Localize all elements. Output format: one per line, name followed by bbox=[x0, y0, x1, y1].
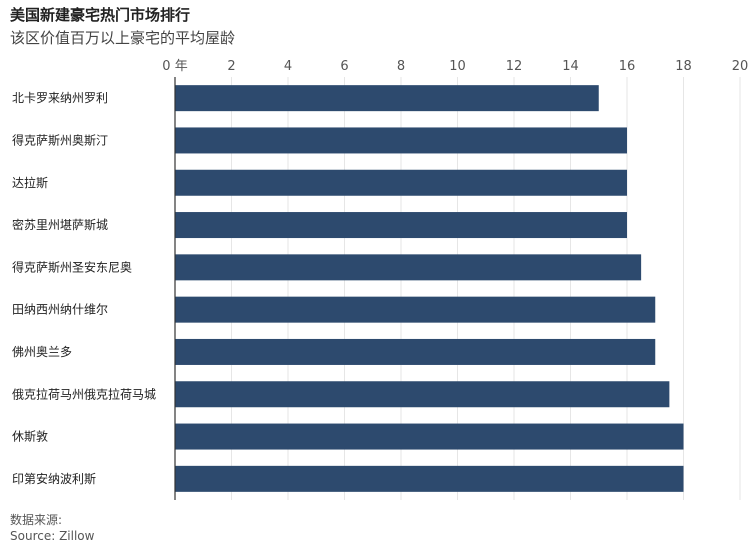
category-label: 佛州奥兰多 bbox=[12, 345, 72, 359]
source-label-cn: 数据来源: bbox=[10, 513, 63, 527]
bar bbox=[175, 465, 684, 492]
x-tick-label: 10 bbox=[449, 59, 466, 74]
x-tick-label: 14 bbox=[562, 59, 579, 74]
bar bbox=[175, 296, 656, 323]
bar bbox=[175, 423, 684, 450]
x-tick-label: 8 bbox=[397, 59, 405, 74]
bar bbox=[175, 254, 642, 281]
chart-title: 美国新建豪宅热门市场排行 bbox=[10, 6, 191, 24]
x-tick-label: 4 bbox=[284, 59, 292, 74]
bar bbox=[175, 127, 627, 154]
category-label: 北卡罗来纳州罗利 bbox=[12, 91, 108, 105]
category-label: 达拉斯 bbox=[12, 175, 48, 190]
bar bbox=[175, 169, 627, 196]
x-tick-label: 16 bbox=[619, 59, 636, 74]
x-tick-label: 0 年 bbox=[162, 59, 187, 74]
category-label: 得克萨斯州圣安东尼奥 bbox=[12, 259, 132, 274]
category-label: 得克萨斯州奥斯汀 bbox=[12, 132, 108, 147]
category-label: 印第安纳波利斯 bbox=[12, 471, 96, 486]
x-tick-label: 6 bbox=[340, 59, 348, 74]
x-tick-label: 12 bbox=[506, 59, 523, 74]
category-label: 田纳西州纳什维尔 bbox=[12, 302, 108, 317]
source-label-en: Source: Zillow bbox=[10, 529, 95, 543]
x-tick-label: 2 bbox=[227, 59, 235, 74]
category-label: 休斯敦 bbox=[12, 429, 48, 444]
bar bbox=[175, 212, 627, 239]
source-note: 数据来源: Source: Zillow bbox=[10, 512, 94, 544]
category-label: 俄克拉荷马州俄克拉荷马城 bbox=[12, 386, 156, 401]
bar bbox=[175, 85, 599, 112]
bar bbox=[175, 338, 656, 365]
chart-subtitle: 该区价值百万以上豪宅的平均屋龄 bbox=[10, 29, 236, 47]
x-tick-label: 18 bbox=[675, 59, 692, 74]
category-label: 密苏里州堪萨斯城 bbox=[12, 217, 108, 232]
bar bbox=[175, 381, 670, 408]
x-tick-label: 20 bbox=[732, 59, 749, 74]
